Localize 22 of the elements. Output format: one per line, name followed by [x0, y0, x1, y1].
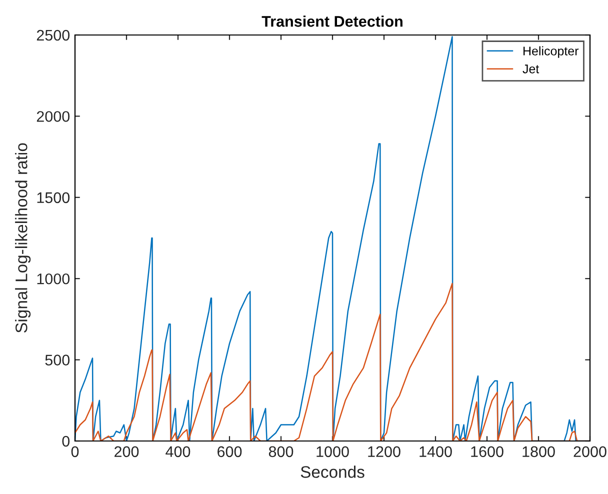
- x-tick-label: 2000: [574, 446, 606, 458]
- y-tick-label: 1000: [37, 273, 70, 284]
- x-tick-label: 400: [166, 446, 190, 458]
- x-tick-label: 1600: [471, 446, 504, 458]
- y-axis-title: Signal Log-likelihood ratio: [15, 143, 31, 333]
- y-tick-label: 0: [62, 436, 70, 447]
- x-axis-title: Seconds: [300, 466, 364, 478]
- legend-label: Jet: [522, 64, 540, 74]
- y-tick-label: 2500: [36, 30, 70, 41]
- x-tick-label: 600: [218, 446, 242, 458]
- y-tick-label: 500: [45, 354, 70, 366]
- x-tick-label: 1800: [522, 446, 555, 458]
- y-tick-label: 1500: [37, 192, 70, 204]
- legend-label: Helicopter: [524, 46, 579, 58]
- x-tick-label: 200: [114, 446, 139, 458]
- x-tick-label: 1400: [420, 446, 452, 458]
- y-tick-label: 2000: [36, 111, 70, 122]
- x-tick-label: 800: [268, 446, 294, 458]
- x-tick-label: 1200: [368, 446, 400, 458]
- x-tick-label: 1000: [316, 446, 349, 458]
- x-tick-label: 0: [71, 446, 79, 458]
- chart-title: Transient Detection: [262, 16, 402, 27]
